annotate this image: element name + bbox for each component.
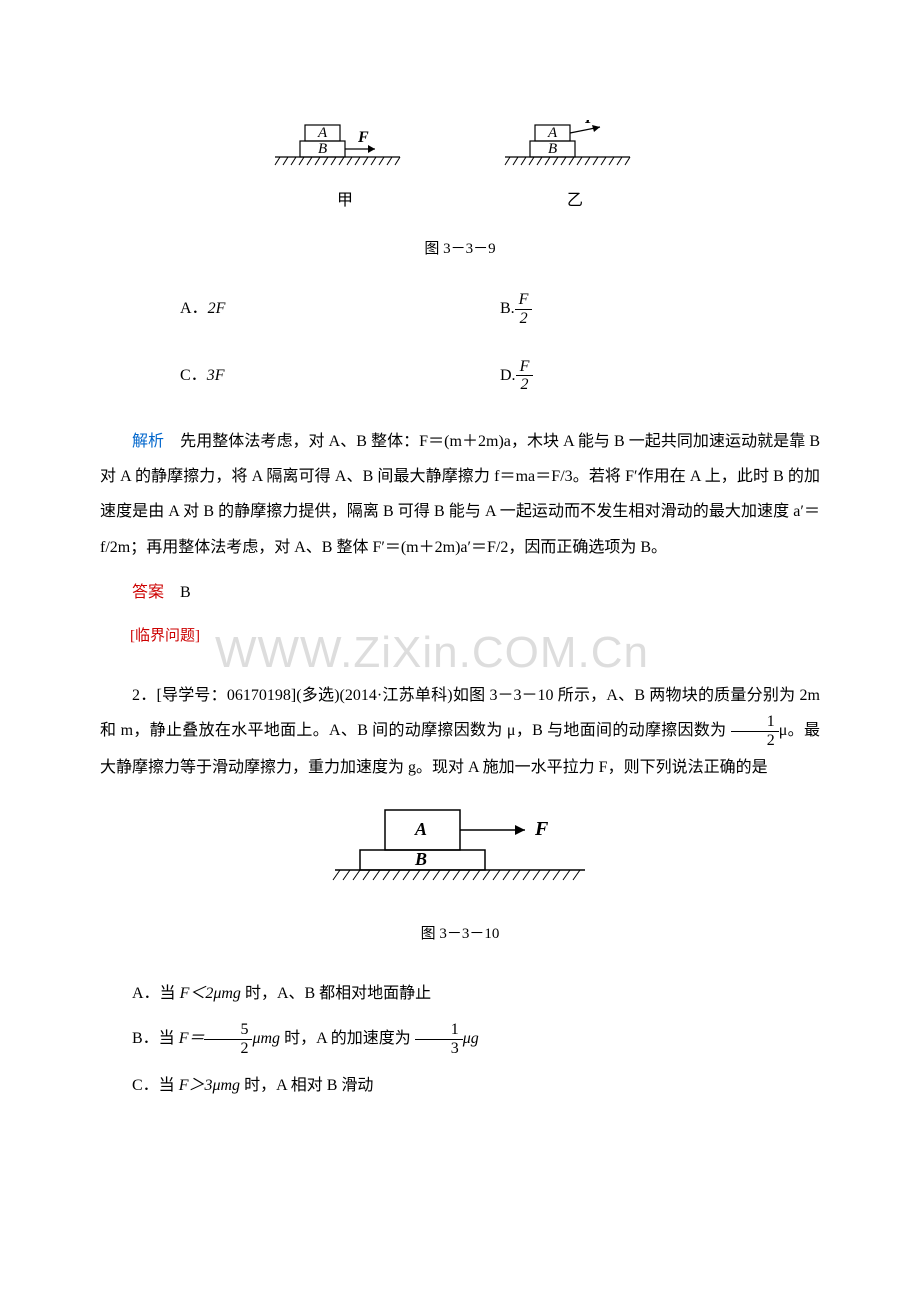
answer-para: 答案 B	[100, 575, 820, 610]
frac-den: 2	[516, 376, 534, 394]
options-grid-1: A．2F B.F2 C．3F D.F2	[180, 291, 820, 394]
diagram-right-svg: A B F′	[500, 120, 650, 175]
figure-3-3-9: A B F 甲	[100, 120, 820, 266]
opt2a-prefix: A．当	[132, 985, 180, 1002]
opt2a-suffix: 时，A、B 都相对地面静止	[241, 985, 431, 1002]
svg-text:F′: F′	[584, 120, 600, 127]
option-D-frac: F2	[516, 358, 534, 394]
q2-frac: 12	[731, 713, 779, 749]
frac-num: 1	[415, 1021, 463, 1040]
opt2b-end: μg	[463, 1030, 479, 1047]
opt2b-frac1: 52	[204, 1021, 252, 1057]
opt2c-prefix: C．当	[132, 1077, 179, 1094]
option-B-prefix: B.	[500, 300, 515, 317]
svg-text:B: B	[414, 849, 427, 869]
figure-3-3-10: A B F 图 3－3－10	[100, 805, 820, 951]
section-tag: [临界问题]	[130, 620, 820, 653]
option2-A: A．当 F＜2μmg 时，A、B 都相对地面静止	[100, 976, 820, 1011]
diagram-row: A B F 甲	[100, 120, 820, 218]
frac-den: 2	[731, 732, 779, 750]
frac-num: F	[515, 291, 533, 310]
option-D: D.F2	[500, 358, 820, 394]
analysis-text: 先用整体法考虑，对 A、B 整体：F＝(m＋2m)a，木块 A 能与 B 一起共…	[100, 433, 820, 556]
opt2c-cond: F＞3μmg	[179, 1077, 240, 1094]
diagram-right: A B F′ 乙	[500, 120, 650, 218]
option-C-val: 3F	[207, 367, 225, 384]
q2-prefix: 2．[导学号：06170198](多选)(2014·	[132, 687, 382, 704]
diagram-left-label: 甲	[337, 183, 353, 218]
frac-num: F	[516, 358, 534, 377]
diagram-2-svg: A B F	[330, 805, 590, 890]
option-C-prefix: C．	[180, 367, 207, 384]
answer-label: 答案	[132, 584, 164, 601]
option-A-val: 2F	[208, 300, 226, 317]
svg-text:F: F	[534, 818, 549, 840]
diagram-right-label: 乙	[567, 183, 583, 218]
svg-text:A: A	[547, 125, 558, 141]
q2-source: 江苏单科	[382, 687, 447, 704]
opt2b-mid: 时，A 的加速度为	[280, 1030, 415, 1047]
option-A: A．2F	[180, 291, 500, 327]
analysis-para: 解析 先用整体法考虑，对 A、B 整体：F＝(m＋2m)a，木块 A 能与 B …	[100, 424, 820, 565]
opt2b-prefix: B．当	[132, 1030, 179, 1047]
diagram-left: A B F 甲	[270, 120, 420, 218]
opt2c-suffix: 时，A 相对 B 滑动	[240, 1077, 373, 1094]
frac-den: 2	[515, 310, 533, 328]
svg-text:A: A	[317, 125, 328, 141]
figure1-caption: 图 3－3－9	[100, 233, 820, 266]
frac-num: 5	[204, 1021, 252, 1040]
diagram-left-svg: A B F	[270, 120, 420, 175]
option-D-prefix: D.	[500, 367, 516, 384]
opt2b-frac2: 13	[415, 1021, 463, 1057]
figure2-caption: 图 3－3－10	[100, 918, 820, 951]
question-2: 2．[导学号：06170198](多选)(2014·江苏单科)如图 3－3－10…	[100, 678, 820, 785]
frac-den: 3	[415, 1040, 463, 1058]
option2-C: C．当 F＞3μmg 时，A 相对 B 滑动	[100, 1068, 820, 1103]
opt2a-cond: F＜2μmg	[180, 985, 241, 1002]
analysis-label: 解析	[132, 433, 164, 450]
frac-den: 2	[204, 1040, 252, 1058]
svg-text:B: B	[318, 141, 327, 157]
option-A-prefix: A．	[180, 300, 208, 317]
opt2b-post: μmg	[252, 1030, 280, 1047]
svg-text:B: B	[548, 141, 557, 157]
answer-value: B	[164, 584, 191, 601]
option2-B: B．当 F＝52μmg 时，A 的加速度为 13μg	[100, 1021, 820, 1057]
option-C: C．3F	[180, 358, 500, 394]
svg-text:A: A	[414, 819, 427, 839]
frac-num: 1	[731, 713, 779, 732]
option-B: B.F2	[500, 291, 820, 327]
svg-text:F: F	[357, 129, 369, 146]
option-B-frac: F2	[515, 291, 533, 327]
opt2b-pre: F＝	[179, 1030, 205, 1047]
